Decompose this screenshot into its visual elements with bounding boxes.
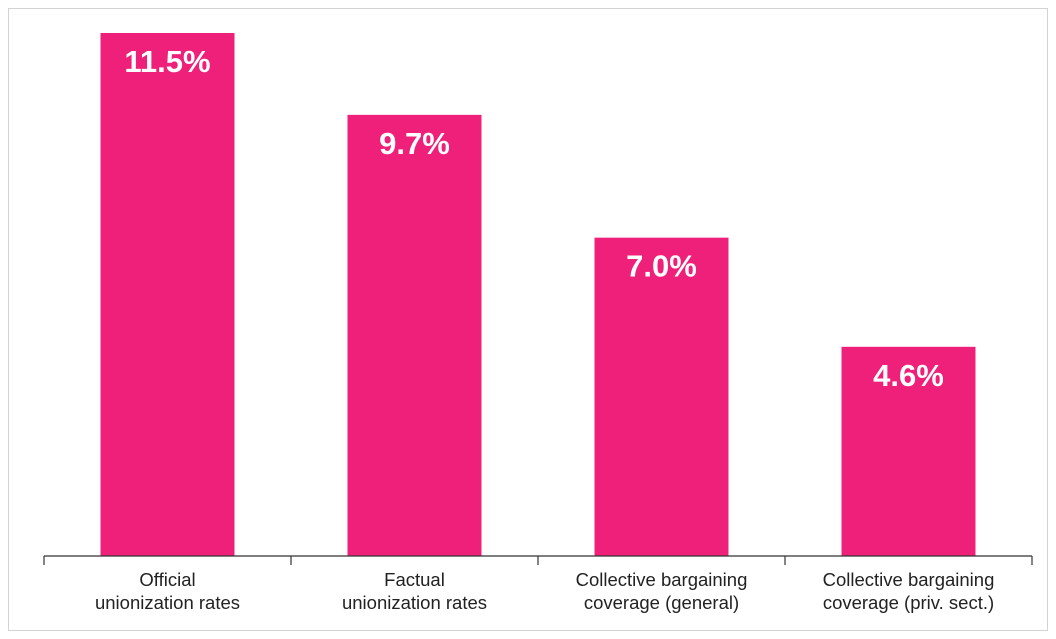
bar-2	[348, 115, 482, 556]
bars-group	[101, 33, 976, 556]
bar-value-label: 11.5%	[124, 44, 210, 79]
bar-value-label: 7.0%	[626, 249, 697, 284]
bar-3	[595, 238, 729, 556]
x-tick-label: unionization rates	[95, 592, 240, 613]
bar-value-label: 4.6%	[873, 358, 944, 393]
bar-value-label: 9.7%	[379, 126, 450, 161]
bar-1	[101, 33, 235, 556]
x-tick-label: Collective bargaining	[823, 569, 995, 590]
x-tick-label: Official	[139, 569, 195, 590]
x-tick-label: coverage (priv. sect.)	[823, 592, 994, 613]
value-labels-group: 11.5% 9.7% 7.0% 4.6%	[124, 44, 943, 393]
x-tick-label: coverage (general)	[584, 592, 739, 613]
x-tick-label: Collective bargaining	[576, 569, 748, 590]
x-axis	[44, 556, 1032, 565]
x-tick-label: unionization rates	[342, 592, 487, 613]
x-tick-label: Factual	[384, 569, 445, 590]
